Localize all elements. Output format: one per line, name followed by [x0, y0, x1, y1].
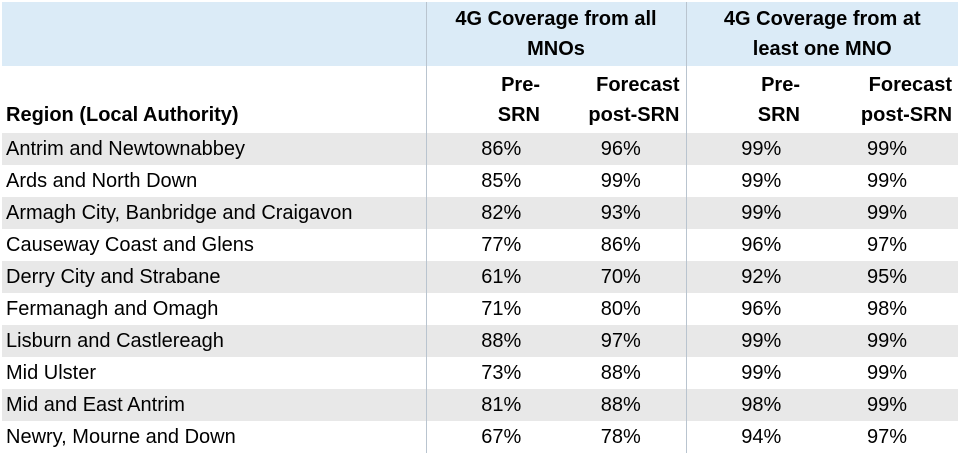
table-row: Newry, Mourne and Down 67% 78% 94% 97%	[2, 421, 959, 453]
group-header-one-line-1: 4G Coverage from at	[723, 8, 921, 30]
one-post-cell: 99%	[816, 357, 959, 389]
one-post-cell: 99%	[816, 197, 959, 229]
all-pre-cell: 86%	[425, 133, 556, 165]
one-pre-cell: 98%	[685, 389, 816, 421]
one-post-cell: 97%	[816, 421, 959, 453]
all-post-cell: 93%	[556, 197, 686, 229]
table-header: 4G Coverage from all MNOs 4G Coverage fr…	[2, 2, 959, 133]
one-post-cell: 99%	[816, 325, 959, 357]
region-cell: Armagh City, Banbridge and Craigavon	[2, 197, 426, 229]
region-cell: Mid and East Antrim	[2, 389, 426, 421]
one-pre-cell: 96%	[685, 293, 816, 325]
one-pre-cell: 99%	[685, 197, 816, 229]
group-header-one-line-2: least one MNO	[752, 38, 892, 60]
region-cell: Newry, Mourne and Down	[2, 421, 426, 453]
all-pre-cell: 71%	[425, 293, 556, 325]
pre-header-line-1: Pre-	[501, 73, 540, 96]
post-header-line-2: post-SRN	[588, 103, 680, 126]
region-cell: Mid Ulster	[2, 357, 426, 389]
table-row: Armagh City, Banbridge and Craigavon 82%…	[2, 197, 959, 229]
all-post-cell: 78%	[556, 421, 686, 453]
all-post-cell: 80%	[556, 293, 686, 325]
region-cell: Ards and North Down	[2, 165, 426, 197]
all-pre-cell: 85%	[425, 165, 556, 197]
table-row: Mid Ulster 73% 88% 99% 99%	[2, 357, 959, 389]
all-post-cell: 99%	[556, 165, 686, 197]
one-post-cell: 97%	[816, 229, 959, 261]
table-row: Antrim and Newtownabbey 86% 96% 99% 99%	[2, 133, 959, 165]
one-post-srn-header: Forecast post-SRN	[816, 66, 959, 133]
pre-header-line-2: SRN	[497, 103, 540, 126]
all-pre-cell: 77%	[425, 229, 556, 261]
all-pre-cell: 61%	[425, 261, 556, 293]
one-post-cell: 99%	[816, 165, 959, 197]
post-header-line-2: post-SRN	[860, 103, 953, 126]
region-cell: Antrim and Newtownabbey	[2, 133, 426, 165]
one-post-cell: 95%	[816, 261, 959, 293]
one-pre-cell: 94%	[685, 421, 816, 453]
all-post-cell: 96%	[556, 133, 686, 165]
one-pre-cell: 99%	[685, 325, 816, 357]
one-post-cell: 99%	[816, 389, 959, 421]
group-header-all-mnos: 4G Coverage from all MNOs	[425, 2, 686, 66]
all-post-cell: 86%	[556, 229, 686, 261]
one-pre-cell: 99%	[685, 357, 816, 389]
group-header-all-line-2: MNOs	[527, 38, 585, 60]
group-header-one-mno: 4G Coverage from at least one MNO	[685, 2, 959, 66]
table-row: Derry City and Strabane 61% 70% 92% 95%	[2, 261, 959, 293]
all-pre-cell: 73%	[425, 357, 556, 389]
all-pre-cell: 67%	[425, 421, 556, 453]
pre-header-line-2: SRN	[757, 103, 800, 126]
region-cell: Lisburn and Castlereagh	[2, 325, 426, 357]
post-header-line-1: Forecast	[868, 73, 953, 96]
one-pre-cell: 92%	[685, 261, 816, 293]
one-pre-srn-header: Pre- SRN	[685, 66, 816, 133]
table-row: Fermanagh and Omagh 71% 80% 96% 98%	[2, 293, 959, 325]
header-blank-cell	[2, 2, 426, 66]
one-pre-cell: 99%	[685, 133, 816, 165]
all-pre-cell: 88%	[425, 325, 556, 357]
one-pre-cell: 99%	[685, 165, 816, 197]
all-post-cell: 88%	[556, 389, 686, 421]
post-header-line-1: Forecast	[596, 73, 680, 96]
region-cell: Causeway Coast and Glens	[2, 229, 426, 261]
group-header-row: 4G Coverage from all MNOs 4G Coverage fr…	[2, 2, 959, 66]
all-pre-cell: 81%	[425, 389, 556, 421]
sub-header-row: Region (Local Authority) Pre- SRN Foreca…	[2, 66, 959, 133]
region-cell: Derry City and Strabane	[2, 261, 426, 293]
all-post-srn-header: Forecast post-SRN	[556, 66, 686, 133]
all-post-cell: 88%	[556, 357, 686, 389]
table-row: Causeway Coast and Glens 77% 86% 96% 97%	[2, 229, 959, 261]
table-row: Lisburn and Castlereagh 88% 97% 99% 99%	[2, 325, 959, 357]
one-post-cell: 99%	[816, 133, 959, 165]
table-row: Mid and East Antrim 81% 88% 98% 99%	[2, 389, 959, 421]
one-pre-cell: 96%	[685, 229, 816, 261]
region-cell: Fermanagh and Omagh	[2, 293, 426, 325]
all-pre-srn-header: Pre- SRN	[425, 66, 556, 133]
region-column-header: Region (Local Authority)	[2, 66, 426, 133]
table-row: Ards and North Down 85% 99% 99% 99%	[2, 165, 959, 197]
table-body: Antrim and Newtownabbey 86% 96% 99% 99% …	[2, 133, 959, 453]
all-post-cell: 70%	[556, 261, 686, 293]
group-header-all-line-1: 4G Coverage from all	[455, 8, 657, 30]
all-post-cell: 97%	[556, 325, 686, 357]
pre-header-line-1: Pre-	[761, 73, 800, 96]
all-pre-cell: 82%	[425, 197, 556, 229]
one-post-cell: 98%	[816, 293, 959, 325]
